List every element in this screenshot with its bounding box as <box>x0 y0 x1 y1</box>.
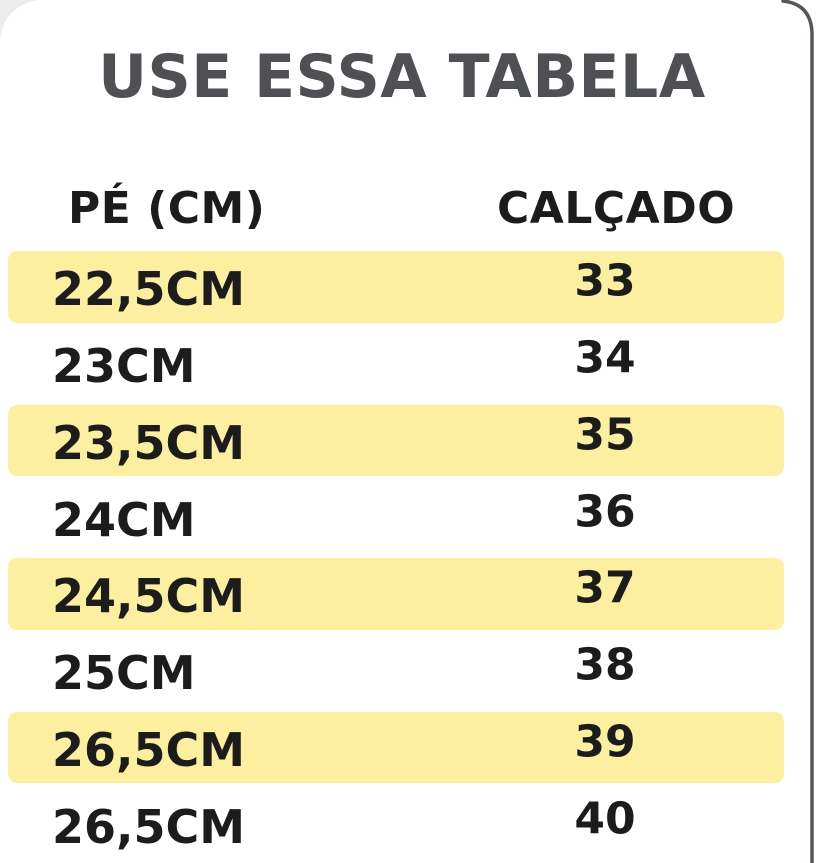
shoe-size-cell: 39 <box>574 716 636 768</box>
foot-length-cell: 26,5CM <box>52 723 246 778</box>
shoe-size-cell: 38 <box>574 639 636 691</box>
table-row: 26,5CM 39 <box>8 710 784 787</box>
shoe-size-cell: 40 <box>574 793 636 845</box>
table-row: 22,5CM 33 <box>8 249 784 326</box>
size-table: 22,5CM 33 23CM 34 23,5CM 35 24CM 36 24,5… <box>8 249 784 863</box>
foot-length-cell: 22,5CM <box>52 262 246 317</box>
foot-length-cell: 23CM <box>52 339 196 394</box>
table-row: 24CM 36 <box>8 479 784 556</box>
column-header-foot-cm: PÉ (CM) <box>68 183 266 234</box>
foot-length-cell: 23,5CM <box>52 416 246 471</box>
table-header: PÉ (CM) CALÇADO <box>0 183 818 235</box>
shoe-size-cell: 36 <box>574 486 636 538</box>
shoe-size-cell: 35 <box>574 409 636 461</box>
foot-length-cell: 24CM <box>52 492 196 547</box>
foot-length-cell: 25CM <box>52 646 196 701</box>
column-header-shoe-size: CALÇADO <box>497 183 736 234</box>
table-row: 26,5CM 40 <box>8 786 784 863</box>
foot-length-cell: 24,5CM <box>52 569 246 624</box>
foot-length-cell: 26,5CM <box>52 799 246 854</box>
table-row: 23,5CM 35 <box>8 403 784 480</box>
shoe-size-cell: 34 <box>574 332 636 384</box>
shoe-size-cell: 37 <box>574 562 636 614</box>
table-row: 23CM 34 <box>8 326 784 403</box>
shoe-size-cell: 33 <box>574 255 636 307</box>
table-row: 24,5CM 37 <box>8 556 784 633</box>
page-title: USE ESSA TABELA <box>98 42 706 112</box>
table-row: 25CM 38 <box>8 633 784 710</box>
